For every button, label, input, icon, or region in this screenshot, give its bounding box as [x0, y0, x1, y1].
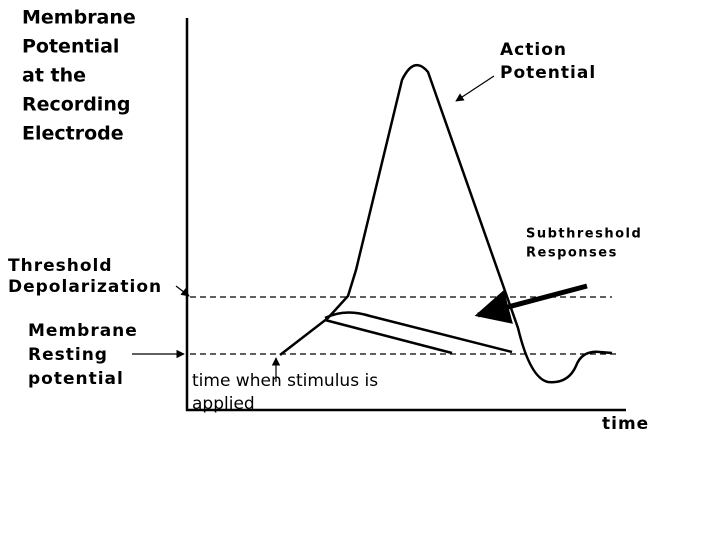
label: time — [602, 414, 649, 434]
label: time when stimulus is — [192, 371, 378, 391]
action-potential-curve — [279, 63, 613, 384]
label: Depolarization — [8, 277, 162, 297]
arrow — [455, 75, 495, 102]
label: applied — [192, 394, 255, 414]
label: Membrane — [28, 321, 138, 341]
label: Resting — [28, 345, 108, 365]
label: Threshold — [8, 256, 113, 276]
drawing — [132, 18, 626, 412]
label: Subthreshold — [526, 227, 642, 242]
label: at the — [22, 65, 86, 87]
labels: Membrane Potential at the Recording Elec… — [8, 7, 649, 435]
subthreshold-curve — [324, 318, 453, 355]
arrow — [474, 283, 588, 324]
label: Action — [500, 40, 567, 60]
label: Potential — [22, 36, 119, 58]
label: Recording — [22, 94, 130, 116]
label: Potential — [500, 63, 596, 83]
label: potential — [28, 369, 124, 389]
label: Electrode — [22, 123, 124, 145]
label: Membrane — [22, 7, 136, 29]
arrow — [175, 285, 190, 297]
label: Responses — [526, 246, 618, 261]
subthreshold-curve — [324, 311, 513, 354]
